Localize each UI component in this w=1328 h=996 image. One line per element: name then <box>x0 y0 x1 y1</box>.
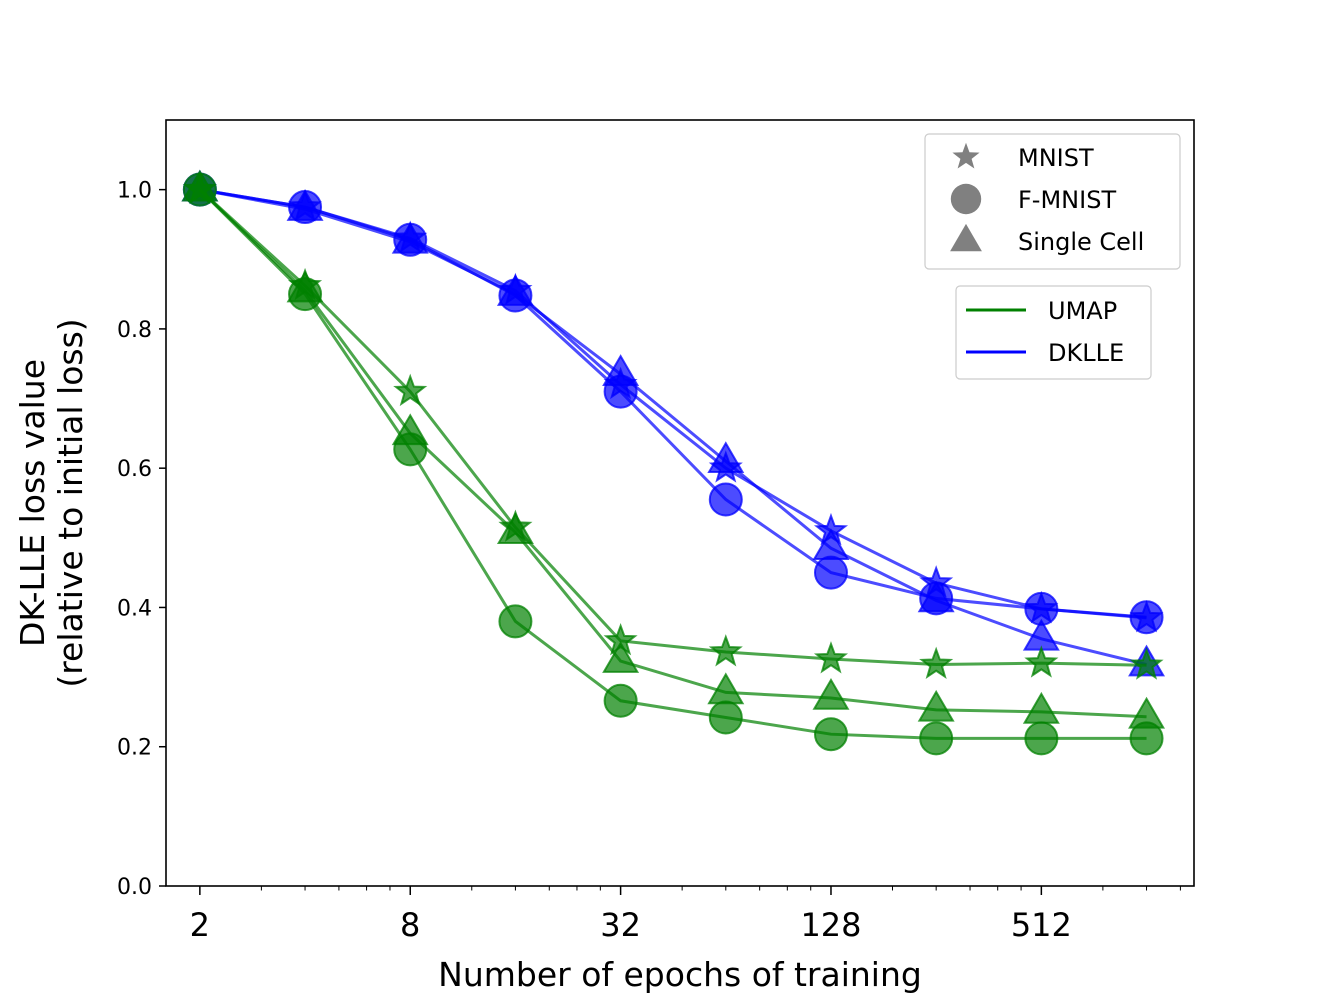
data-point <box>707 672 745 705</box>
data-point <box>708 700 743 735</box>
legend-datasets-box <box>924 133 1181 270</box>
data-point <box>1129 600 1164 635</box>
y-tick-label: 1.0 <box>117 179 152 204</box>
data-point <box>286 270 324 303</box>
x-tick-label: 32 <box>600 906 641 944</box>
x-tick-label: 128 <box>800 906 861 944</box>
data-point <box>1128 696 1166 729</box>
legend-label-dklle: DKLLE <box>1048 339 1124 367</box>
data-point <box>707 441 745 474</box>
data-point <box>391 413 429 446</box>
x-tick-label: 512 <box>1011 906 1072 944</box>
legend-label-umap: UMAP <box>1048 297 1117 325</box>
legend-methods: UMAP DKLLE <box>955 285 1152 380</box>
y-tick-label: 0.6 <box>117 457 152 482</box>
series-line <box>198 188 1147 740</box>
data-point <box>496 512 534 545</box>
data-point <box>813 717 848 752</box>
data-point <box>813 555 848 590</box>
x-tick-label: 8 <box>400 906 420 944</box>
data-point <box>602 354 640 386</box>
legend-label-mnist: MNIST <box>1018 144 1094 172</box>
data-point <box>1022 691 1060 724</box>
data-point <box>393 373 428 407</box>
data-point <box>286 189 324 221</box>
data-point <box>1024 721 1059 756</box>
series-line <box>199 188 1147 667</box>
data-point <box>917 580 955 613</box>
data-point <box>1024 645 1059 678</box>
x-axis-label: Number of epochs of training <box>438 955 922 994</box>
legend-marker-circle <box>950 183 982 215</box>
legend-marker-star <box>952 142 980 169</box>
y-axis-label-line2: (relative to initial loss) <box>51 318 90 687</box>
data-point <box>602 641 640 673</box>
data-point <box>812 677 850 710</box>
y-axis-label-line1: DK-LLE loss value <box>13 359 52 647</box>
legend-label-fmnist: F-MNIST <box>1018 186 1116 214</box>
data-point <box>917 689 955 722</box>
series-umap-single-cell <box>181 169 1166 729</box>
data-point <box>391 221 429 254</box>
series-layer <box>181 169 1166 756</box>
series-line <box>198 188 1147 667</box>
legend-datasets: MNIST F-MNIST Single Cell <box>924 133 1181 270</box>
data-point <box>603 683 638 718</box>
data-point <box>812 528 850 561</box>
y-tick-label: 0.0 <box>117 875 152 900</box>
legend-markers <box>950 142 982 252</box>
legend-label-singlecell: Single Cell <box>1018 228 1144 256</box>
axes-layer: 0.0 0.2 0.4 0.6 0.8 1.0 2 8 32 128 512 <box>117 179 1181 944</box>
data-point <box>498 604 533 639</box>
data-point <box>708 634 743 667</box>
data-point <box>919 646 954 680</box>
legend-marker-triangle <box>950 223 982 252</box>
data-point <box>496 274 534 306</box>
y-tick-label: 0.8 <box>117 318 152 343</box>
data-point <box>1129 647 1164 680</box>
y-tick-label: 0.4 <box>117 596 152 621</box>
data-point <box>181 169 219 202</box>
data-point <box>708 482 743 517</box>
series-line <box>199 188 1147 619</box>
series-line <box>198 188 1147 719</box>
data-point <box>813 641 849 674</box>
series-umap-f-mnist <box>182 172 1164 756</box>
data-point <box>919 721 954 756</box>
y-tick-label: 0.2 <box>117 736 152 761</box>
x-tick-label: 2 <box>190 906 210 944</box>
plot-frame <box>165 119 1195 887</box>
